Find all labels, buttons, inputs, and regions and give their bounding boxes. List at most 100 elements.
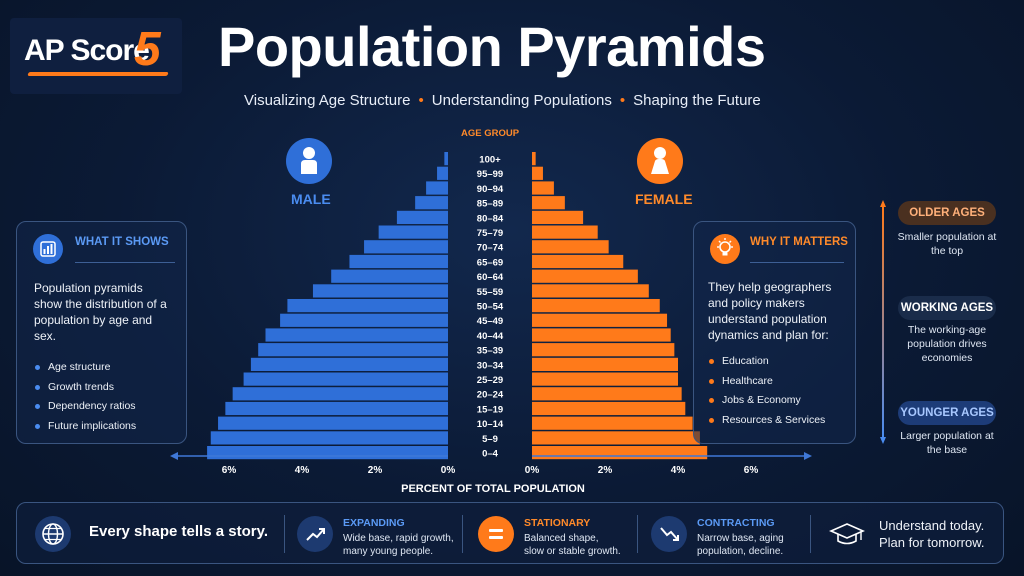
male-tick-label: 0%	[441, 465, 456, 476]
footer-bar: Every shape tells a story. EXPANDING Wid…	[16, 502, 1004, 564]
male-bar-19	[210, 431, 448, 445]
contracting-line: Narrow base, aging	[697, 533, 784, 544]
expanding-title: EXPANDING	[343, 517, 405, 529]
list-item: Future implications	[34, 419, 136, 439]
female-tick-label: 0%	[525, 465, 540, 476]
divider	[75, 262, 175, 263]
working-ages-text: The working-age population drives econom…	[907, 324, 987, 364]
female-bar-19	[532, 431, 700, 445]
contracting-line: population, decline.	[697, 546, 784, 557]
female-label: FEMALE	[635, 191, 693, 207]
expanding-desc: Wide base, rapid growth, many young peop…	[343, 532, 454, 558]
population-pyramid-chart: AGE GROUP 100+ 95–99 90–94 85–89 80–84 75–79 70…	[170, 128, 812, 495]
age-group-label: 85–89	[477, 199, 503, 210]
age-group-label: 90–94	[477, 184, 504, 195]
what-it-shows-card: WHAT IT SHOWS Population pyramids show t…	[16, 221, 187, 444]
x-axis-label: PERCENT OF TOTAL POPULATION	[401, 483, 585, 495]
divider	[750, 262, 844, 263]
female-bar-15	[532, 372, 678, 386]
logo: AP Score 5	[10, 18, 182, 94]
trend-down-icon	[651, 516, 687, 552]
age-group-label: 95–99	[477, 169, 503, 180]
female-bar-17	[532, 401, 686, 416]
female-tick-label: 2%	[598, 465, 613, 476]
page-title: Population Pyramids	[218, 15, 766, 78]
divider	[284, 515, 285, 553]
list-item: Growth trends	[34, 380, 136, 400]
male-bar-3	[415, 196, 448, 210]
younger-ages-badge: YOUNGER AGES	[898, 401, 996, 425]
equals-icon	[478, 516, 514, 552]
male-bar-6	[364, 240, 448, 254]
why-it-matters-heading: WHY IT MATTERS	[750, 236, 848, 248]
male-bar-16	[232, 387, 448, 401]
female-tick-label: 4%	[671, 465, 686, 476]
age-group-label: 30–34	[477, 360, 504, 371]
male-bar-14	[250, 357, 448, 371]
female-bar-2	[532, 181, 554, 195]
female-bar-12	[532, 328, 671, 342]
closing-line: Understand today.	[879, 518, 985, 533]
female-bar-18	[532, 416, 693, 430]
male-bar-8	[331, 269, 448, 283]
age-group-label: 70–74	[477, 243, 504, 254]
stationary-line: Balanced shape,	[524, 533, 599, 544]
age-group-label: 55–59	[477, 287, 503, 298]
what-it-shows-heading: WHAT IT SHOWS	[75, 236, 169, 248]
age-group-label: 65–69	[477, 257, 503, 268]
female-bar-3	[532, 196, 565, 210]
age-group-label: 10–14	[477, 419, 504, 430]
list-item: Resources & Services	[708, 413, 825, 433]
male-bar-13	[258, 343, 448, 357]
list-item: Dependency ratios	[34, 399, 136, 419]
footer-story: Every shape tells a story.	[89, 523, 268, 540]
divider	[810, 515, 811, 553]
closing-line: Plan for tomorrow.	[879, 535, 985, 550]
female-bar-20	[532, 446, 708, 460]
subtitle-part: Visualizing Age Structure	[244, 92, 411, 109]
male-bar-10	[287, 299, 448, 313]
female-bar-10	[532, 299, 660, 313]
age-group-label: 80–84	[477, 213, 504, 224]
age-group-label: 100+	[479, 155, 501, 166]
logo-number: 5	[134, 23, 161, 76]
male-tick-label: 6%	[222, 465, 237, 476]
bar-chart-icon	[33, 234, 63, 264]
age-group-label: 45–49	[477, 316, 503, 327]
male-tick-label: 2%	[368, 465, 383, 476]
expanding-line: Wide base, rapid growth,	[343, 533, 454, 544]
male-person-icon	[286, 138, 332, 184]
female-bar-7	[532, 254, 624, 269]
subtitle-dot: •	[619, 92, 626, 109]
age-group-label: 15–19	[477, 404, 503, 415]
male-tick-label: 4%	[295, 465, 310, 476]
male-label: MALE	[291, 191, 331, 207]
female-tick-label: 6%	[744, 465, 759, 476]
female-bar-9	[532, 284, 649, 298]
logo-swoosh	[27, 72, 169, 76]
working-ages-badge: WORKING AGES	[898, 296, 996, 320]
male-bar-20	[207, 446, 448, 460]
female-axis-arrow	[804, 452, 812, 460]
older-ages-text: Smaller population at the top	[897, 231, 997, 257]
expanding-line: many young people.	[343, 546, 434, 557]
subtitle-part: Shaping the Future	[633, 92, 761, 109]
female-bar-6	[532, 240, 609, 254]
stationary-line: slow or stable growth.	[524, 546, 621, 557]
male-bar-7	[349, 254, 448, 269]
why-it-matters-body: They help geographers and policy makers …	[708, 280, 832, 342]
male-bar-11	[280, 313, 448, 327]
male-axis-arrow	[170, 452, 178, 460]
age-group-label: 25–29	[477, 375, 503, 386]
list-item: Education	[708, 354, 825, 374]
female-bar-4	[532, 210, 584, 224]
age-group-label: 0–4	[482, 449, 499, 460]
female-person-icon	[637, 138, 683, 184]
contracting-desc: Narrow base, aging population, decline.	[697, 532, 784, 558]
closing-message: Understand today. Plan for tomorrow.	[879, 517, 985, 551]
female-bar-8	[532, 269, 638, 283]
male-bar-2	[426, 181, 448, 195]
female-bar-1	[532, 166, 543, 180]
age-scale-arrow-icon	[880, 200, 886, 444]
list-item: Healthcare	[708, 374, 825, 394]
